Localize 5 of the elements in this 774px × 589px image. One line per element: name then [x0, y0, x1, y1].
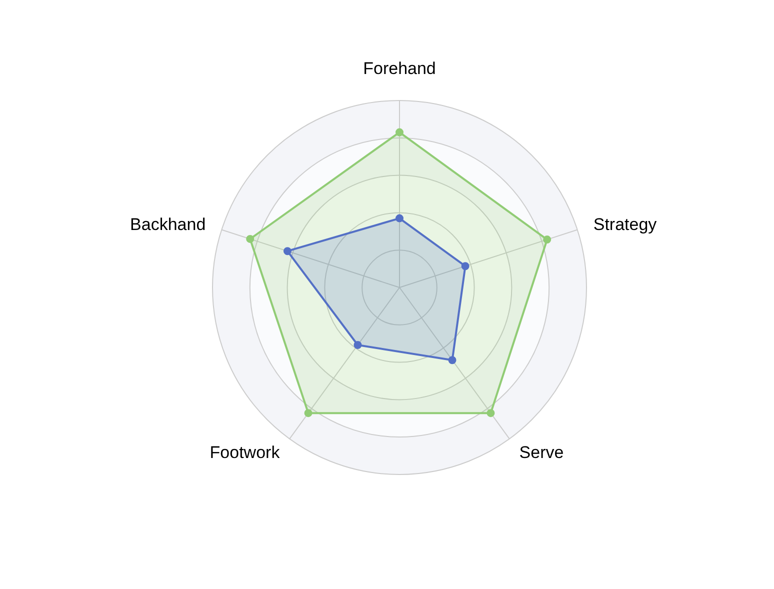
spoke-label: Strategy [593, 215, 658, 234]
spoke-label: Forehand [363, 59, 436, 78]
spoke-label: Footwork [210, 442, 280, 462]
spoke-label: Backhand [130, 215, 206, 234]
spoke-label: Serve [519, 442, 564, 462]
